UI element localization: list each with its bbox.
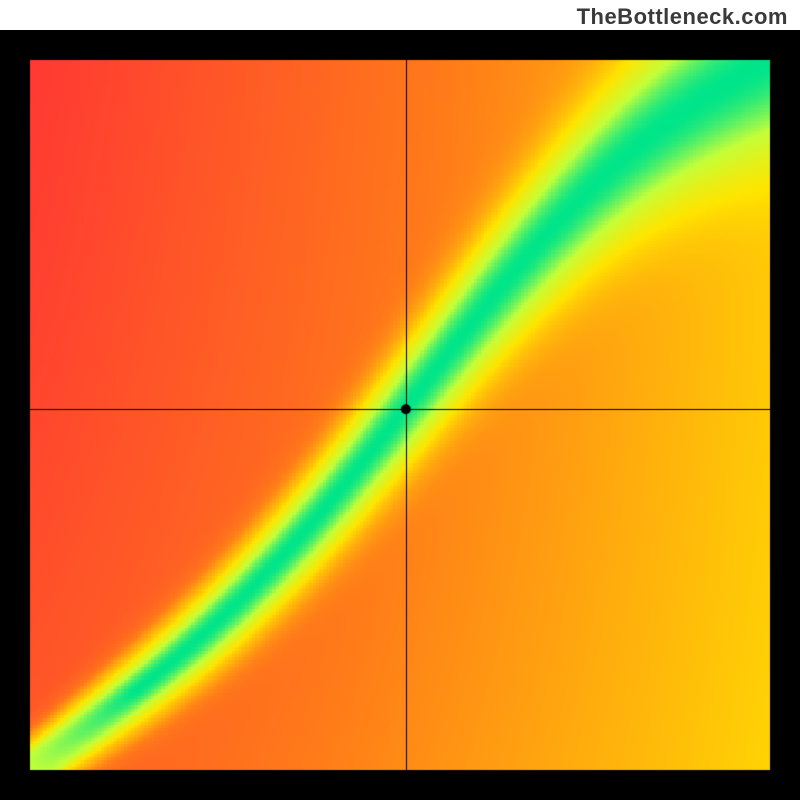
chart-container (0, 30, 800, 800)
watermark-text: TheBottleneck.com (577, 4, 788, 30)
bottleneck-heatmap (0, 30, 800, 800)
